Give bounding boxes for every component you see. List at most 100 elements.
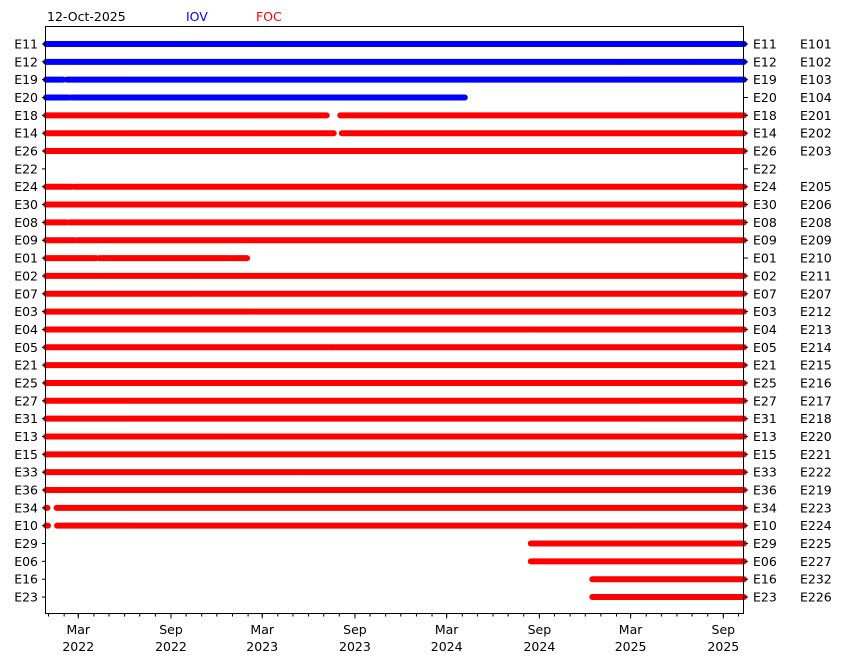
- y-label-right-e29: E29: [753, 536, 777, 551]
- y-label-left-e18: E18: [14, 108, 38, 123]
- y-label-id-e221: E221: [800, 447, 832, 462]
- y-label-right-e33: E33: [753, 465, 777, 480]
- chart-date-label: 12-Oct-2025: [47, 9, 126, 24]
- y-label-right-e09: E09: [753, 233, 777, 248]
- x-axis: Mar 2022 Sep 2022 Mar 2023 Sep 2023 Mar 2024 Sep 20…: [48, 614, 739, 654]
- y-label-right-e05: E05: [753, 340, 777, 355]
- y-label-left-e27: E27: [14, 393, 38, 408]
- y-label-right-e10: E10: [753, 518, 777, 533]
- x-tick-month: Sep: [159, 622, 183, 637]
- y-label-left-e23: E23: [14, 590, 38, 605]
- y-label-id-e215: E215: [800, 358, 832, 373]
- y-label-id-e226: E226: [800, 590, 832, 605]
- y-label-left-e01: E01: [14, 251, 38, 266]
- x-tick-year: 2025: [707, 639, 739, 654]
- y-label-right-e31: E31: [753, 411, 777, 426]
- y-label-right-e19: E19: [753, 72, 777, 87]
- x-tick-year: 2025: [615, 639, 647, 654]
- y-label-id-e209: E209: [800, 233, 832, 248]
- x-tick-year: 2022: [155, 639, 187, 654]
- y-label-left-e31: E31: [14, 411, 38, 426]
- x-tick-month: Mar: [66, 622, 90, 637]
- y-label-right-e14: E14: [753, 126, 777, 141]
- x-tick-month: Mar: [250, 622, 274, 637]
- y-label-id-e227: E227: [800, 554, 832, 569]
- y-label-left-e34: E34: [14, 500, 38, 515]
- y-label-right-e16: E16: [753, 572, 777, 587]
- y-label-left-e25: E25: [14, 375, 38, 390]
- y-label-id-e206: E206: [800, 197, 832, 212]
- y-label-id-e212: E212: [800, 304, 832, 319]
- y-label-right-e15: E15: [753, 447, 777, 462]
- plot-frame: [45, 26, 744, 614]
- y-label-left-e29: E29: [14, 536, 38, 551]
- y-label-id-e210: E210: [800, 251, 832, 266]
- y-label-id-e202: E202: [800, 126, 832, 141]
- y-label-left-e08: E08: [14, 215, 38, 230]
- y-label-right-e07: E07: [753, 286, 777, 301]
- y-axis-labels: E11 E11 E101 E12 E12 E102 E19 E19 E103 E20 E20 E104…: [14, 37, 832, 605]
- y-label-id-e213: E213: [800, 322, 832, 337]
- y-label-right-e18: E18: [753, 108, 777, 123]
- y-label-left-e21: E21: [14, 358, 38, 373]
- y-label-right-e11: E11: [753, 37, 777, 52]
- y-label-id-e208: E208: [800, 215, 832, 230]
- y-label-left-e14: E14: [14, 126, 38, 141]
- y-label-id-e217: E217: [800, 393, 832, 408]
- y-label-id-e205: E205: [800, 179, 832, 194]
- y-label-right-e34: E34: [753, 500, 777, 515]
- y-label-right-e20: E20: [753, 90, 777, 105]
- y-label-left-e03: E03: [14, 304, 38, 319]
- x-tick-month: Mar: [619, 622, 643, 637]
- x-tick-month: Mar: [435, 622, 459, 637]
- y-label-right-e01: E01: [753, 251, 777, 266]
- y-label-left-e07: E07: [14, 286, 38, 301]
- y-label-right-e03: E03: [753, 304, 777, 319]
- y-label-right-e23: E23: [753, 590, 777, 605]
- x-tick-year: 2024: [523, 639, 555, 654]
- y-label-id-e207: E207: [800, 286, 832, 301]
- y-label-id-e224: E224: [800, 518, 832, 533]
- y-label-id-e219: E219: [800, 483, 832, 498]
- y-label-left-e20: E20: [14, 90, 38, 105]
- timeline-bars: [43, 41, 747, 601]
- y-label-left-e09: E09: [14, 233, 38, 248]
- y-label-id-e220: E220: [800, 429, 832, 444]
- y-label-right-e04: E04: [753, 322, 777, 337]
- y-label-left-e16: E16: [14, 572, 38, 587]
- y-label-right-e25: E25: [753, 375, 777, 390]
- y-label-right-e24: E24: [753, 179, 777, 194]
- y-label-id-e214: E214: [800, 340, 832, 355]
- y-label-right-e21: E21: [753, 358, 777, 373]
- y-label-right-e27: E27: [753, 393, 777, 408]
- y-label-id-e216: E216: [800, 375, 832, 390]
- y-label-right-e02: E02: [753, 268, 777, 283]
- y-label-left-e30: E30: [14, 197, 38, 212]
- x-tick-year: 2023: [339, 639, 371, 654]
- y-label-id-e101: E101: [800, 37, 832, 52]
- y-label-id-e201: E201: [800, 108, 832, 123]
- x-tick-year: 2022: [62, 639, 94, 654]
- y-label-left-e06: E06: [14, 554, 38, 569]
- y-label-right-e08: E08: [753, 215, 777, 230]
- y-label-right-e36: E36: [753, 483, 777, 498]
- x-tick-year: 2023: [246, 639, 278, 654]
- legend-foc: FOC: [256, 9, 282, 24]
- legend-iov: IOV: [186, 9, 208, 24]
- y-label-id-e102: E102: [800, 54, 832, 69]
- y-label-left-e24: E24: [14, 179, 38, 194]
- y-label-left-e04: E04: [14, 322, 38, 337]
- y-label-id-e223: E223: [800, 500, 832, 515]
- y-label-id-e103: E103: [800, 72, 832, 87]
- y-label-left-e11: E11: [14, 37, 38, 52]
- y-label-id-e218: E218: [800, 411, 832, 426]
- y-label-id-e222: E222: [800, 465, 832, 480]
- y-label-left-e19: E19: [14, 72, 38, 87]
- x-tick-month: Sep: [343, 622, 367, 637]
- y-label-id-e225: E225: [800, 536, 832, 551]
- x-tick-month: Sep: [712, 622, 736, 637]
- x-tick-month: Sep: [528, 622, 552, 637]
- y-label-left-e36: E36: [14, 483, 38, 498]
- y-label-left-e15: E15: [14, 447, 38, 462]
